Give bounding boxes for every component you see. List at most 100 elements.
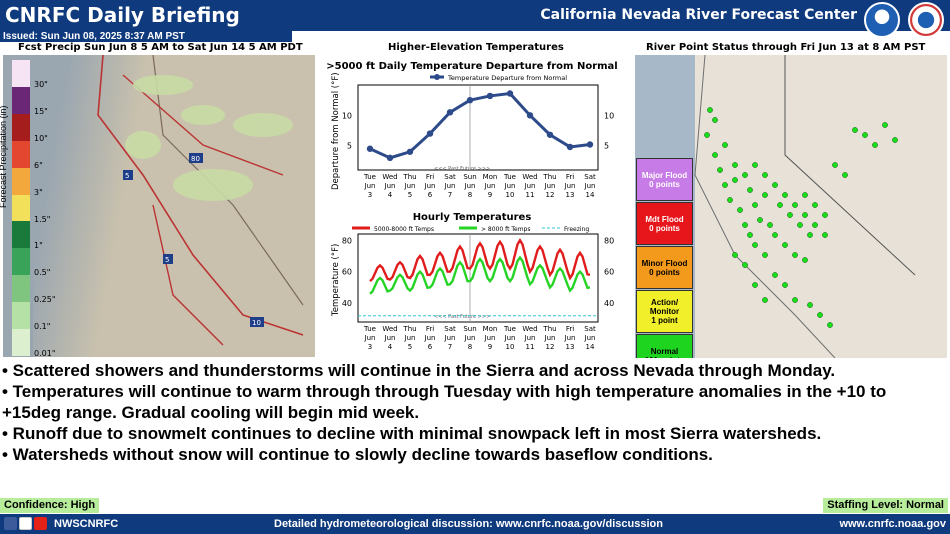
chart2-xtick: Jun bbox=[404, 334, 416, 342]
legend-segment bbox=[12, 221, 30, 249]
chart2-note: <<< Past Future >>> bbox=[434, 314, 490, 320]
legend-segment bbox=[12, 113, 30, 141]
chart1-xtick: Wed bbox=[382, 173, 397, 181]
chart2-xtick: Jun bbox=[524, 334, 536, 342]
chart2-ytick-left: 80 bbox=[342, 236, 352, 245]
confidence-badge: Confidence: High bbox=[0, 498, 100, 513]
legend-segment bbox=[12, 60, 30, 87]
temperature-panel-title: Higher-Elevation Temperatures bbox=[388, 42, 564, 53]
status-box: Normal101 points bbox=[636, 334, 693, 358]
chart1-point bbox=[546, 131, 554, 138]
chart2-xtick: Tue bbox=[363, 325, 376, 333]
chart1-xtick: 4 bbox=[388, 191, 393, 199]
chart2-xtick: Tue bbox=[503, 325, 516, 333]
nws-logo-icon bbox=[908, 2, 944, 38]
chart2-xtick: Thu bbox=[402, 325, 416, 333]
status-name: Normal bbox=[650, 346, 679, 356]
chart2-xtick: 7 bbox=[448, 343, 452, 351]
social-handle[interactable]: NWSCNRFC bbox=[54, 518, 119, 530]
chart1-xtick: Fri bbox=[426, 173, 434, 181]
chart1-point bbox=[526, 112, 534, 119]
river-point-marker bbox=[732, 177, 738, 183]
chart2-xtick: 4 bbox=[388, 343, 393, 351]
chart2-frame bbox=[357, 233, 599, 323]
river-point-marker bbox=[772, 272, 778, 278]
river-point-marker bbox=[737, 207, 743, 213]
chart2-ytick-left: 60 bbox=[342, 268, 352, 277]
legend-label: 10" bbox=[34, 133, 48, 143]
chart1-xtick: Jun bbox=[384, 182, 396, 190]
legend-segment bbox=[12, 140, 30, 168]
chart2-ytick-right: 60 bbox=[604, 268, 614, 277]
chart1-xtick: 3 bbox=[368, 191, 372, 199]
chart1-series-line bbox=[369, 91, 591, 160]
legend-label: 30" bbox=[34, 80, 48, 89]
river-point-marker bbox=[727, 197, 733, 203]
river-point-marker bbox=[712, 152, 718, 158]
river-point-marker bbox=[827, 322, 833, 328]
chart1-xtick: Jun bbox=[364, 182, 376, 190]
chart2-xtick: Sat bbox=[584, 325, 596, 333]
chart1-xtick: 14 bbox=[586, 191, 595, 199]
legend-label: 0.25" bbox=[34, 295, 56, 305]
chart1-note: <<< Past Future >>> bbox=[434, 166, 490, 172]
river-status-map[interactable]: Major Flood 0 points Mdt Flood 0 points Mino… bbox=[635, 55, 947, 358]
x-icon[interactable] bbox=[19, 517, 32, 530]
chart2-legend-label-1: 5000-8000 ft Temps bbox=[374, 226, 434, 233]
chart1-xtick: Jun bbox=[524, 182, 536, 190]
legend-segment bbox=[12, 86, 30, 114]
chart1-ytick-left: 5 bbox=[347, 142, 352, 151]
legend-segment bbox=[12, 194, 30, 222]
chart2-xtick: 3 bbox=[368, 343, 372, 351]
river-point-marker bbox=[782, 192, 788, 198]
legend-label: 3" bbox=[34, 187, 43, 197]
chart1-xtick: Jun bbox=[424, 182, 436, 190]
chart2-xtick: Jun bbox=[484, 334, 496, 342]
youtube-icon[interactable] bbox=[34, 517, 47, 530]
site-link[interactable]: www.cnrfc.noaa.gov bbox=[839, 518, 946, 530]
precip-map[interactable]: 80 5 5 10 bbox=[3, 55, 315, 357]
route-shield-icon bbox=[250, 317, 264, 327]
chart1-frame bbox=[357, 84, 599, 171]
chart1-xtick: Fri bbox=[566, 173, 574, 181]
chart2-xtick: Jun bbox=[504, 334, 516, 342]
river-point-marker bbox=[812, 222, 818, 228]
chart2-xtick: Jun bbox=[424, 334, 436, 342]
chart1-xtick: 7 bbox=[448, 191, 452, 199]
route-label-1: 80 bbox=[191, 155, 200, 163]
chart2-legend-label-2: > 8000 ft Temps bbox=[481, 226, 531, 233]
facebook-icon[interactable] bbox=[4, 517, 17, 530]
river-point-marker bbox=[722, 182, 728, 188]
chart2-xtick: Jun bbox=[384, 334, 396, 342]
river-point-marker bbox=[732, 162, 738, 168]
chart1-xtick: Jun bbox=[484, 182, 496, 190]
river-point-marker bbox=[772, 232, 778, 238]
chart2-xtick: Wed bbox=[522, 325, 537, 333]
river-point-marker bbox=[787, 212, 793, 218]
chart1-xtick: Jun bbox=[544, 182, 556, 190]
river-point-marker bbox=[747, 187, 753, 193]
river-point-marker bbox=[812, 202, 818, 208]
river-point-marker bbox=[832, 162, 838, 168]
chart2-ytick-right: 40 bbox=[604, 299, 614, 308]
route-shield-icon bbox=[189, 153, 203, 163]
river-point-marker bbox=[842, 172, 848, 178]
river-point-marker bbox=[767, 222, 773, 228]
briefing-bullets: • Scattered showers and thunderstorms wi… bbox=[2, 360, 948, 465]
chart1-xtick: Tue bbox=[503, 173, 516, 181]
chart1-xtick: Jun bbox=[564, 182, 576, 190]
river-point-marker bbox=[742, 172, 748, 178]
legend-label: 1.5" bbox=[34, 214, 51, 224]
discussion-link[interactable]: Detailed hydrometeorological discussion:… bbox=[274, 518, 663, 530]
river-point-marker bbox=[752, 282, 758, 288]
status-box: Action/ Monitor 1 point bbox=[636, 290, 693, 333]
chart1-point bbox=[506, 90, 514, 97]
chart1-xtick: 5 bbox=[408, 191, 412, 199]
river-point-marker bbox=[792, 202, 798, 208]
chart2-xtick: 9 bbox=[488, 343, 492, 351]
chart1-xtick: 6 bbox=[428, 191, 433, 199]
chart1-xtick: Mon bbox=[483, 173, 498, 181]
status-value: 0 points bbox=[649, 267, 680, 277]
chart2-xtick: 14 bbox=[586, 343, 595, 351]
chart2-xtick: 10 bbox=[506, 343, 515, 351]
